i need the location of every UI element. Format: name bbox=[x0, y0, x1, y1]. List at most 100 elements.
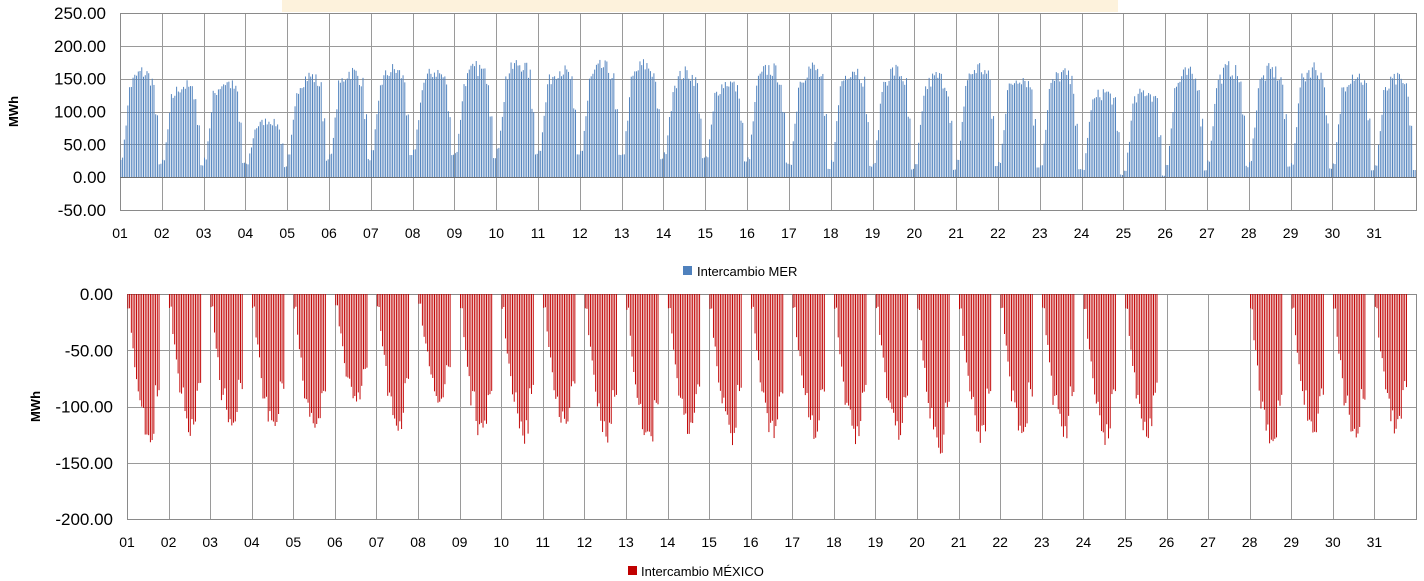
x-tick-label: 18 bbox=[826, 534, 842, 550]
bar bbox=[1144, 294, 1146, 422]
bar bbox=[1294, 143, 1296, 178]
bar bbox=[571, 76, 573, 178]
bar bbox=[1094, 294, 1096, 395]
bar bbox=[671, 294, 673, 334]
bar bbox=[543, 294, 545, 308]
bar bbox=[353, 69, 355, 178]
bar bbox=[695, 294, 697, 395]
bar bbox=[486, 83, 488, 178]
bar bbox=[153, 84, 155, 178]
bar bbox=[1122, 175, 1123, 178]
bar bbox=[960, 294, 962, 309]
bar bbox=[1409, 125, 1411, 178]
bar bbox=[724, 82, 726, 178]
bar bbox=[346, 78, 348, 178]
x-tick-label: 15 bbox=[698, 225, 714, 241]
bar bbox=[894, 294, 896, 426]
bar bbox=[1200, 126, 1202, 178]
bar bbox=[986, 294, 988, 389]
bar bbox=[545, 102, 547, 178]
bar bbox=[633, 294, 635, 372]
bar bbox=[275, 126, 277, 178]
bar bbox=[1275, 66, 1277, 178]
bar bbox=[646, 63, 648, 178]
bar bbox=[477, 76, 479, 178]
bar bbox=[529, 69, 531, 178]
bar bbox=[912, 168, 914, 178]
bar bbox=[383, 294, 385, 355]
bar bbox=[479, 294, 481, 425]
bar bbox=[730, 294, 732, 434]
bar bbox=[418, 120, 420, 178]
bar bbox=[817, 68, 819, 178]
bar bbox=[1355, 294, 1357, 438]
bar bbox=[1308, 70, 1310, 178]
bar bbox=[296, 93, 298, 178]
bar bbox=[643, 294, 645, 436]
bar bbox=[397, 294, 399, 431]
bar bbox=[125, 125, 127, 178]
bar bbox=[196, 294, 198, 391]
bar bbox=[576, 154, 578, 178]
bar bbox=[347, 294, 349, 378]
bar bbox=[1279, 294, 1281, 406]
bar bbox=[725, 294, 727, 412]
bar bbox=[1378, 294, 1380, 338]
bar bbox=[447, 294, 449, 367]
bar bbox=[1102, 294, 1104, 433]
bar bbox=[360, 86, 362, 178]
bar bbox=[1099, 97, 1101, 178]
bar bbox=[1123, 170, 1125, 178]
bar bbox=[1321, 294, 1323, 389]
bar bbox=[677, 76, 679, 178]
bar bbox=[227, 294, 229, 423]
bar bbox=[510, 294, 512, 377]
bar bbox=[653, 73, 655, 178]
bar bbox=[631, 294, 633, 357]
bar bbox=[1350, 294, 1352, 432]
bar bbox=[334, 117, 336, 178]
bar bbox=[922, 294, 924, 361]
bar bbox=[425, 79, 427, 178]
bar bbox=[1054, 294, 1056, 396]
bar bbox=[349, 294, 351, 379]
bar bbox=[420, 102, 421, 178]
bar bbox=[642, 59, 644, 178]
bar bbox=[517, 294, 519, 414]
bar bbox=[1068, 70, 1069, 178]
bar bbox=[440, 74, 442, 178]
bar bbox=[1144, 96, 1146, 178]
legend-mer: Intercambio MER bbox=[683, 264, 797, 279]
x-tick-label: 06 bbox=[327, 534, 343, 550]
bar bbox=[1001, 143, 1003, 178]
bar bbox=[1000, 162, 1002, 178]
y-tick-label: -200.00 bbox=[55, 510, 113, 529]
bar bbox=[879, 294, 881, 335]
bar bbox=[596, 294, 598, 407]
x-axis-ticks: 01 02 03 04 05 06 07 08 09 10 11 12 13 14 15 16 17 18 19 20… bbox=[119, 534, 1382, 550]
bar bbox=[1036, 167, 1038, 178]
legend-swatch bbox=[683, 266, 692, 275]
bar bbox=[442, 294, 444, 398]
x-tick-label: 16 bbox=[743, 534, 759, 550]
bar bbox=[1252, 138, 1254, 178]
bar bbox=[808, 294, 810, 418]
bar bbox=[723, 88, 725, 178]
bar bbox=[474, 66, 475, 178]
bar bbox=[1181, 76, 1183, 178]
bar bbox=[280, 144, 282, 178]
bar bbox=[394, 294, 396, 419]
bar bbox=[1267, 294, 1269, 425]
bar bbox=[235, 85, 237, 178]
bar bbox=[281, 294, 283, 384]
bar bbox=[634, 71, 636, 178]
bar bbox=[567, 294, 569, 422]
bar bbox=[768, 294, 770, 433]
bar bbox=[735, 91, 737, 178]
bar bbox=[1357, 77, 1359, 178]
x-tick-label: 23 bbox=[1032, 225, 1048, 241]
bar bbox=[1365, 82, 1367, 178]
bar bbox=[404, 294, 406, 384]
bar bbox=[1177, 82, 1179, 178]
bar bbox=[967, 294, 969, 376]
